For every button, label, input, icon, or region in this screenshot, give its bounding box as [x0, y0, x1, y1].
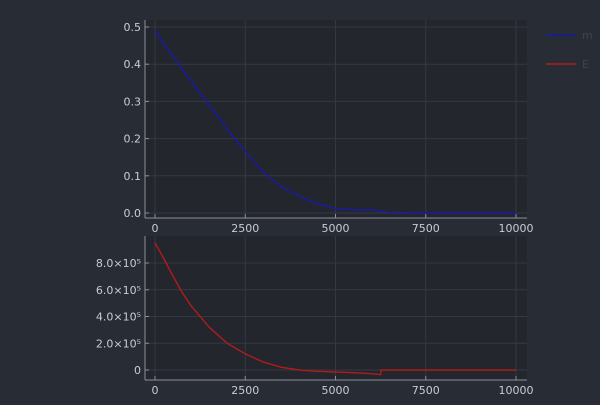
- y-tick-label: 0.2: [124, 133, 142, 146]
- series-line-E: [154, 242, 516, 376]
- y-tick-label: 8.0×10⁵: [96, 257, 141, 270]
- series-line-m: [154, 30, 516, 214]
- x-tick-label: 7500: [412, 222, 440, 235]
- x-tick-label: 7500: [412, 384, 440, 397]
- x-tick-label: 0: [152, 222, 159, 235]
- y-tick-label: 0.4: [124, 58, 142, 71]
- x-tick-label: 0: [152, 384, 159, 397]
- x-tick-label: 5000: [322, 384, 350, 397]
- y-tick-label: 4.0×10⁵: [96, 311, 141, 324]
- y-tick-label: 0.3: [124, 95, 142, 108]
- x-tick-label: 10000: [499, 222, 534, 235]
- legend-label-m: m: [582, 29, 593, 42]
- x-tick-label: 2500: [231, 222, 259, 235]
- y-tick-label: 0.5: [124, 21, 142, 34]
- x-tick-label: 10000: [499, 384, 534, 397]
- legend-label-E: E: [582, 58, 589, 71]
- y-tick-label: 0.1: [124, 170, 142, 183]
- y-tick-label: 2.0×10⁵: [96, 337, 141, 350]
- legend: mE: [546, 29, 593, 71]
- chart-panel-2: 0 2500 5000 7500 10000 0 2.0×10⁵ 4.0×10⁵ 6.0×10⁵…: [96, 236, 534, 397]
- y-tick-label: 0: [134, 364, 141, 377]
- chart-panel-1: 0 2500 5000 7500 10000 0.0 0.1 0.2 0.3 0.4 0.5: [124, 20, 534, 235]
- y-tick-label: 6.0×10⁵: [96, 284, 141, 297]
- x-tick-label: 2500: [231, 384, 259, 397]
- y-tick-label: 0.0: [124, 207, 142, 220]
- x-tick-label: 5000: [322, 222, 350, 235]
